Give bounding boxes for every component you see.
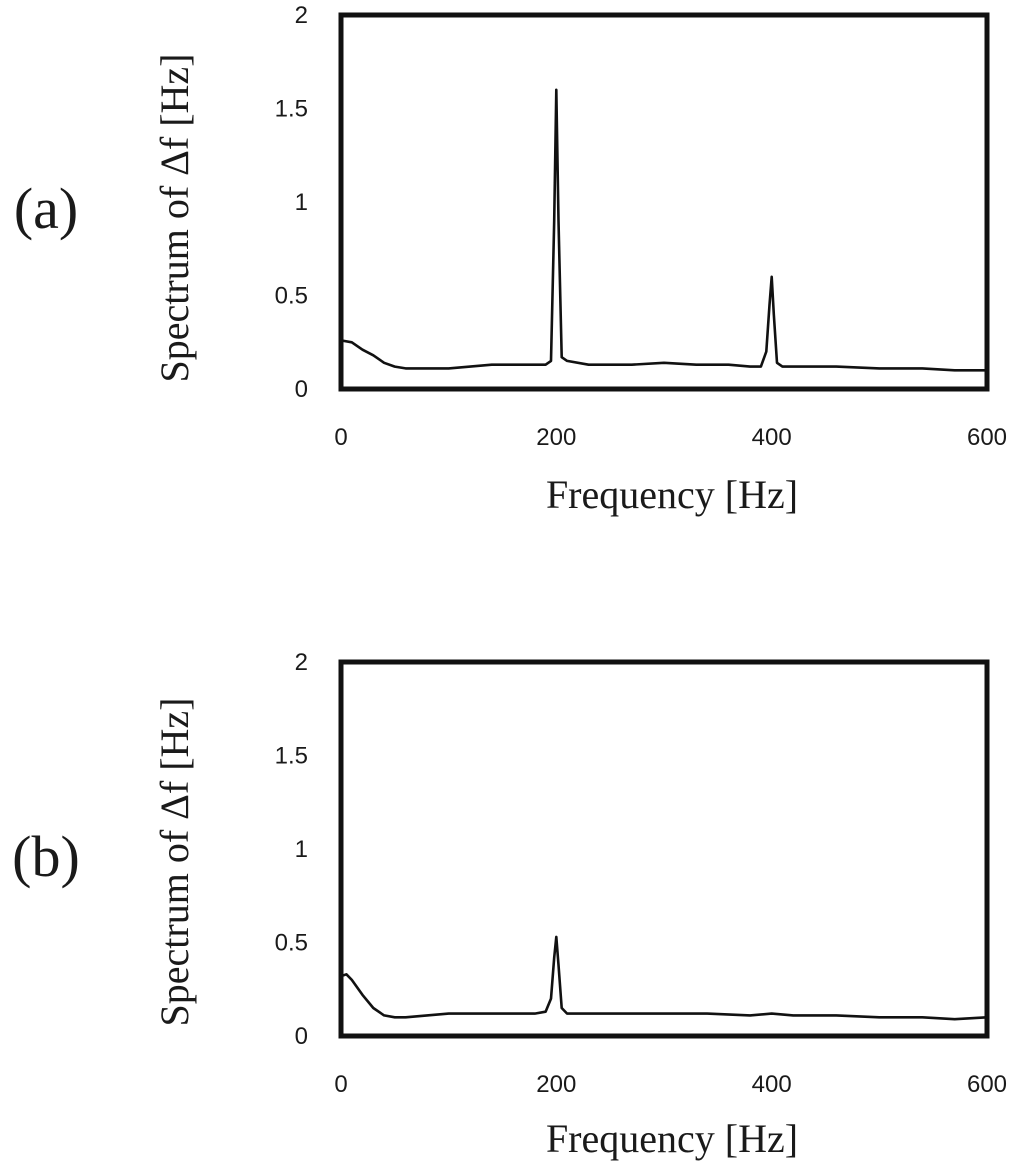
y-tick-label: 1 bbox=[295, 836, 308, 863]
panel-label: (a) bbox=[14, 176, 78, 241]
y-ticks: 0 0.5 1 1.5 2 bbox=[275, 2, 308, 403]
x-axis-title: Frequency [Hz] bbox=[546, 1116, 798, 1161]
y-tick-label: 0.5 bbox=[275, 930, 308, 957]
x-tick-label: 0 bbox=[334, 424, 347, 451]
x-tick-label: 400 bbox=[752, 1071, 792, 1098]
plot-frame bbox=[338, 659, 990, 1039]
x-tick-label: 400 bbox=[752, 424, 792, 451]
x-tick-label: 0 bbox=[334, 1071, 347, 1098]
panel-a: (a) Spectrum of Δf [Hz] 0 0.5 1 1.5 2 0 200 40… bbox=[14, 2, 1007, 517]
y-tick-label: 2 bbox=[295, 649, 308, 676]
x-ticks: 0 200 400 600 bbox=[334, 424, 1007, 451]
x-axis-title: Frequency [Hz] bbox=[546, 472, 798, 517]
y-tick-label: 2 bbox=[295, 2, 308, 29]
y-ticks: 0 0.5 1 1.5 2 bbox=[275, 649, 308, 1050]
y-axis-title: Spectrum of Δf [Hz] bbox=[152, 698, 197, 1027]
series-line bbox=[340, 935, 988, 1021]
x-tick-label: 200 bbox=[536, 424, 576, 451]
x-tick-label: 200 bbox=[536, 1071, 576, 1098]
y-tick-label: 0 bbox=[295, 376, 308, 403]
y-tick-label: 1.5 bbox=[275, 96, 308, 123]
panel-b: (b) Spectrum of Δf [Hz] 0 0.5 1 1.5 2 0 200 40… bbox=[12, 649, 1007, 1161]
panel-label: (b) bbox=[12, 824, 80, 889]
x-tick-label: 600 bbox=[967, 424, 1007, 451]
y-tick-label: 1 bbox=[295, 189, 308, 216]
plot-frame bbox=[338, 12, 990, 392]
x-ticks: 0 200 400 600 bbox=[334, 1071, 1007, 1098]
series-line bbox=[340, 88, 987, 372]
y-tick-label: 0 bbox=[295, 1023, 308, 1050]
y-axis-title: Spectrum of Δf [Hz] bbox=[152, 54, 197, 383]
y-tick-label: 1.5 bbox=[275, 743, 308, 770]
y-tick-label: 0.5 bbox=[275, 283, 308, 310]
x-tick-label: 600 bbox=[967, 1071, 1007, 1098]
